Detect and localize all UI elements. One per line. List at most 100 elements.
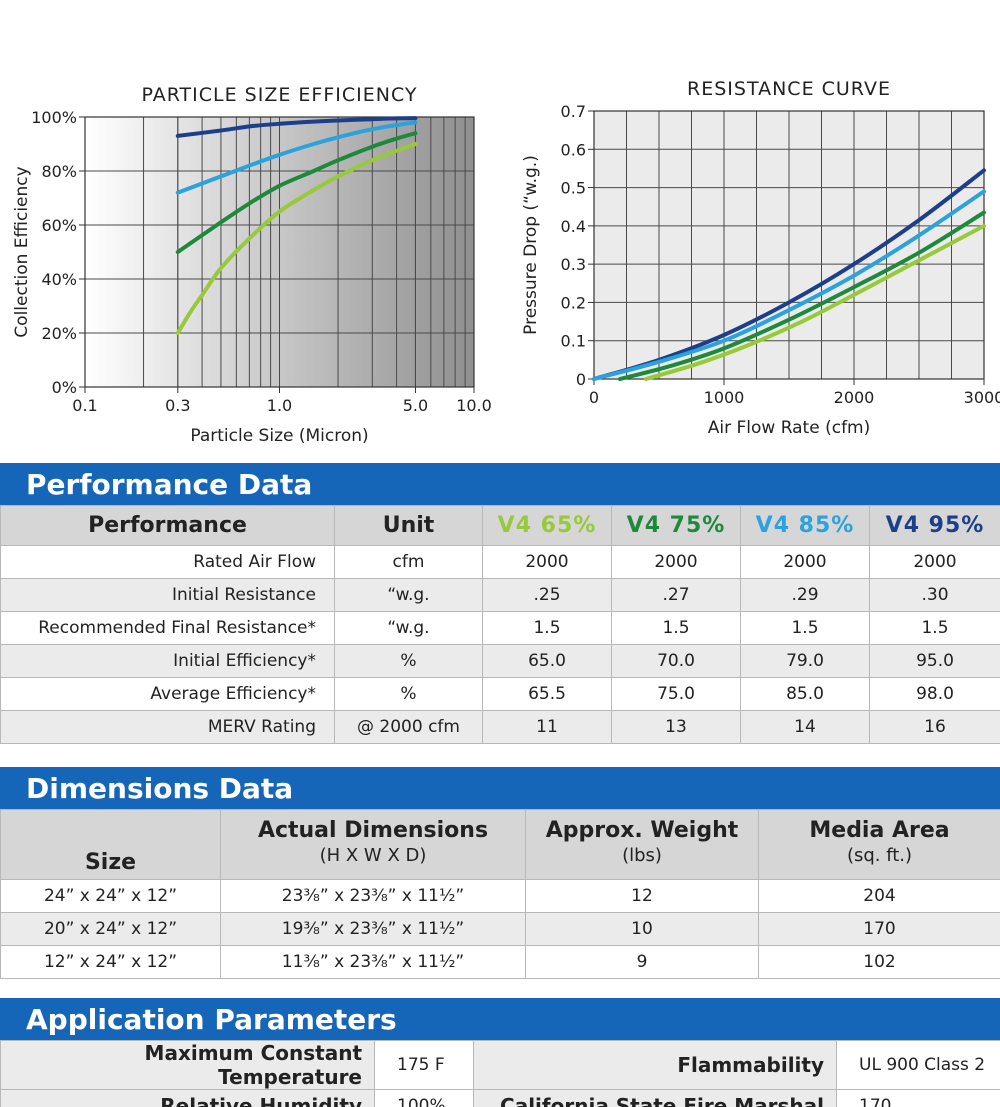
- media-area-sub: (sq. ft.): [846, 845, 913, 866]
- performance-value-v4-85: 1.5: [740, 611, 870, 645]
- dimensions-row: 20” x 24” x 12” 19³⁄₈” x 23³⁄₈” x 11¹⁄₂” 1…: [0, 912, 1000, 946]
- performance-unit: cfm: [334, 545, 483, 579]
- series-line: [644, 223, 986, 381]
- application-row: Maximum Constant Temperature 175 F Flammab…: [0, 1040, 1000, 1090]
- dimensions-weight-cell: 9: [525, 945, 759, 979]
- dimensions-size-cell: 20” x 24” x 12”: [0, 912, 221, 946]
- performance-col-header: Performance: [0, 505, 335, 546]
- x-tick-label: 10.0: [456, 396, 492, 415]
- y-tick-label: 60%: [41, 216, 77, 235]
- performance-row: MERV Rating @ 2000 cfm 11 13 14 16: [0, 710, 1000, 744]
- y-tick-label: 0.6: [561, 140, 586, 159]
- x-tick-label: 3000: [964, 388, 1000, 407]
- series-line: [175, 116, 418, 138]
- performance-label: Initial Resistance: [0, 578, 335, 612]
- performance-value-v4-85: 79.0: [740, 644, 870, 678]
- y-tick-label: 0.4: [561, 217, 586, 236]
- performance-row: Average Efficiency*% 65.5 75.0 85.0 98.0: [0, 677, 1000, 711]
- performance-value-v4-75: 13: [611, 710, 741, 744]
- chart-title: RESISTANCE CURVE: [687, 78, 891, 100]
- application-parameters-heading: Application Parameters: [0, 998, 1000, 1040]
- approx-weight-label: Approx. Weight: [545, 818, 739, 843]
- x-tick-label: 0: [589, 388, 599, 407]
- performance-value-v4-85: 14: [740, 710, 870, 744]
- application-key: Relative Humidity: [0, 1089, 375, 1107]
- product-v4-75-header: V4 75%: [611, 505, 741, 546]
- performance-label: MERV Rating: [0, 710, 335, 744]
- performance-value-v4-75: 2000: [611, 545, 741, 579]
- application-value: 175 F: [374, 1040, 474, 1090]
- performance-value-v4-65: 65.5: [482, 677, 612, 711]
- y-tick-label: 0: [576, 370, 586, 389]
- dimensions-media-cell: 170: [758, 912, 1000, 946]
- dimensions-weight-cell: 12: [525, 879, 759, 913]
- unit-col-header: Unit: [334, 505, 483, 546]
- performance-value-v4-65: 65.0: [482, 644, 612, 678]
- performance-value-v4-75: .27: [611, 578, 741, 612]
- product-v4-65-header: V4 65%: [482, 505, 612, 546]
- performance-value-v4-65: 2000: [482, 545, 612, 579]
- performance-value-v4-95: 1.5: [869, 611, 1000, 645]
- y-tick-label: 100%: [31, 108, 77, 127]
- x-tick-label: 2000: [834, 388, 875, 407]
- performance-row: Rated Air Flow cfm 2000 2000 2000 2000: [0, 545, 1000, 579]
- performance-label: Initial Efficiency*: [0, 644, 335, 678]
- application-value: 100%: [374, 1089, 474, 1107]
- product-v4-95-header: V4 95%: [869, 505, 1000, 546]
- performance-value-v4-95: .30: [869, 578, 1000, 612]
- series-line: [175, 142, 418, 335]
- actual-dimensions-col-header: Actual Dimensions (H X W X D): [220, 809, 526, 880]
- performance-table: Performance Unit V4 65% V4 75% V4 85% V4…: [0, 505, 1000, 744]
- performance-unit: “w.g.: [334, 611, 483, 645]
- application-row: Relative Humidity 100% California State Fi…: [0, 1089, 1000, 1107]
- performance-unit: %: [334, 644, 483, 678]
- y-tick-label: 0.2: [561, 293, 586, 312]
- x-tick-label: 0.1: [72, 396, 97, 415]
- media-area-label: Media Area: [809, 818, 950, 843]
- dimensions-header-row: Size Actual Dimensions (H X W X D) Approx…: [0, 809, 1000, 880]
- x-tick-label: 5.0: [403, 396, 428, 415]
- performance-value-v4-65: 1.5: [482, 611, 612, 645]
- dimensions-actual-cell: 11³⁄₈” x 23³⁄₈” x 11¹⁄₂”: [220, 945, 526, 979]
- performance-unit: @ 2000 cfm: [334, 710, 483, 744]
- x-tick-label: 1000: [704, 388, 745, 407]
- performance-row: Recommended Final Resistance* “w.g. 1.5 1.5…: [0, 611, 1000, 645]
- performance-value-v4-65: 11: [482, 710, 612, 744]
- application-value: 170: [836, 1089, 1000, 1107]
- performance-unit: “w.g.: [334, 578, 483, 612]
- dimensions-media-cell: 102: [758, 945, 1000, 979]
- x-axis-label: Air Flow Rate (cfm): [708, 418, 871, 438]
- application-key: Flammability: [473, 1040, 837, 1090]
- y-axis-label: Collection Efficiency: [12, 166, 32, 337]
- x-axis-label: Particle Size (Micron): [190, 426, 368, 446]
- performance-value-v4-75: 1.5: [611, 611, 741, 645]
- dimensions-size-cell: 12” x 24” x 12”: [0, 945, 221, 979]
- series-line: [175, 131, 418, 254]
- particle-size-efficiency-chart: 0.1 0.3 1.0 5.0 10.0 0% 20% 40% 60% 80% 100% PARTIC…: [0, 0, 500, 460]
- resistance-curve-chart: 0 1000 2000 3000 0 0.1 0.2 0.3 0.4 0.5 0.6 0.7 RESIS…: [500, 0, 1000, 460]
- dimensions-row: 12” x 24” x 12” 11³⁄₈” x 23³⁄₈” x 11¹⁄₂” 9…: [0, 945, 1000, 979]
- application-table: Maximum Constant Temperature 175 F Flammab…: [0, 1040, 1000, 1107]
- plot-frame: [593, 110, 985, 380]
- performance-value-v4-95: 2000: [869, 545, 1000, 579]
- y-tick-label: 0%: [52, 378, 77, 397]
- performance-row: Initial Efficiency*% 65.0 70.0 79.0 95.0: [0, 644, 1000, 678]
- media-area-col-header: Media Area (sq. ft.): [758, 809, 1000, 880]
- actual-dimensions-label: Actual Dimensions: [257, 818, 489, 843]
- performance-value-v4-75: 75.0: [611, 677, 741, 711]
- y-tick-label: 20%: [41, 324, 77, 343]
- dimensions-weight-cell: 10: [525, 912, 759, 946]
- performance-data-heading: Performance Data: [0, 463, 1000, 505]
- approx-weight-sub: (lbs): [622, 845, 662, 866]
- application-key: Maximum Constant Temperature: [0, 1040, 375, 1090]
- application-value: UL 900 Class 2: [836, 1040, 1000, 1090]
- dimensions-data-heading: Dimensions Data: [0, 767, 1000, 809]
- performance-label: Average Efficiency*: [0, 677, 335, 711]
- application-key: California State Fire Marshal: [473, 1089, 837, 1107]
- series-line: [592, 189, 986, 381]
- chart-title: PARTICLE SIZE EFFICIENCY: [142, 84, 418, 106]
- approx-weight-col-header: Approx. Weight (lbs): [525, 809, 759, 880]
- dimensions-actual-cell: 19³⁄₈” x 23³⁄₈” x 11¹⁄₂”: [220, 912, 526, 946]
- performance-label: Recommended Final Resistance*: [0, 611, 335, 645]
- performance-label: Rated Air Flow: [0, 545, 335, 579]
